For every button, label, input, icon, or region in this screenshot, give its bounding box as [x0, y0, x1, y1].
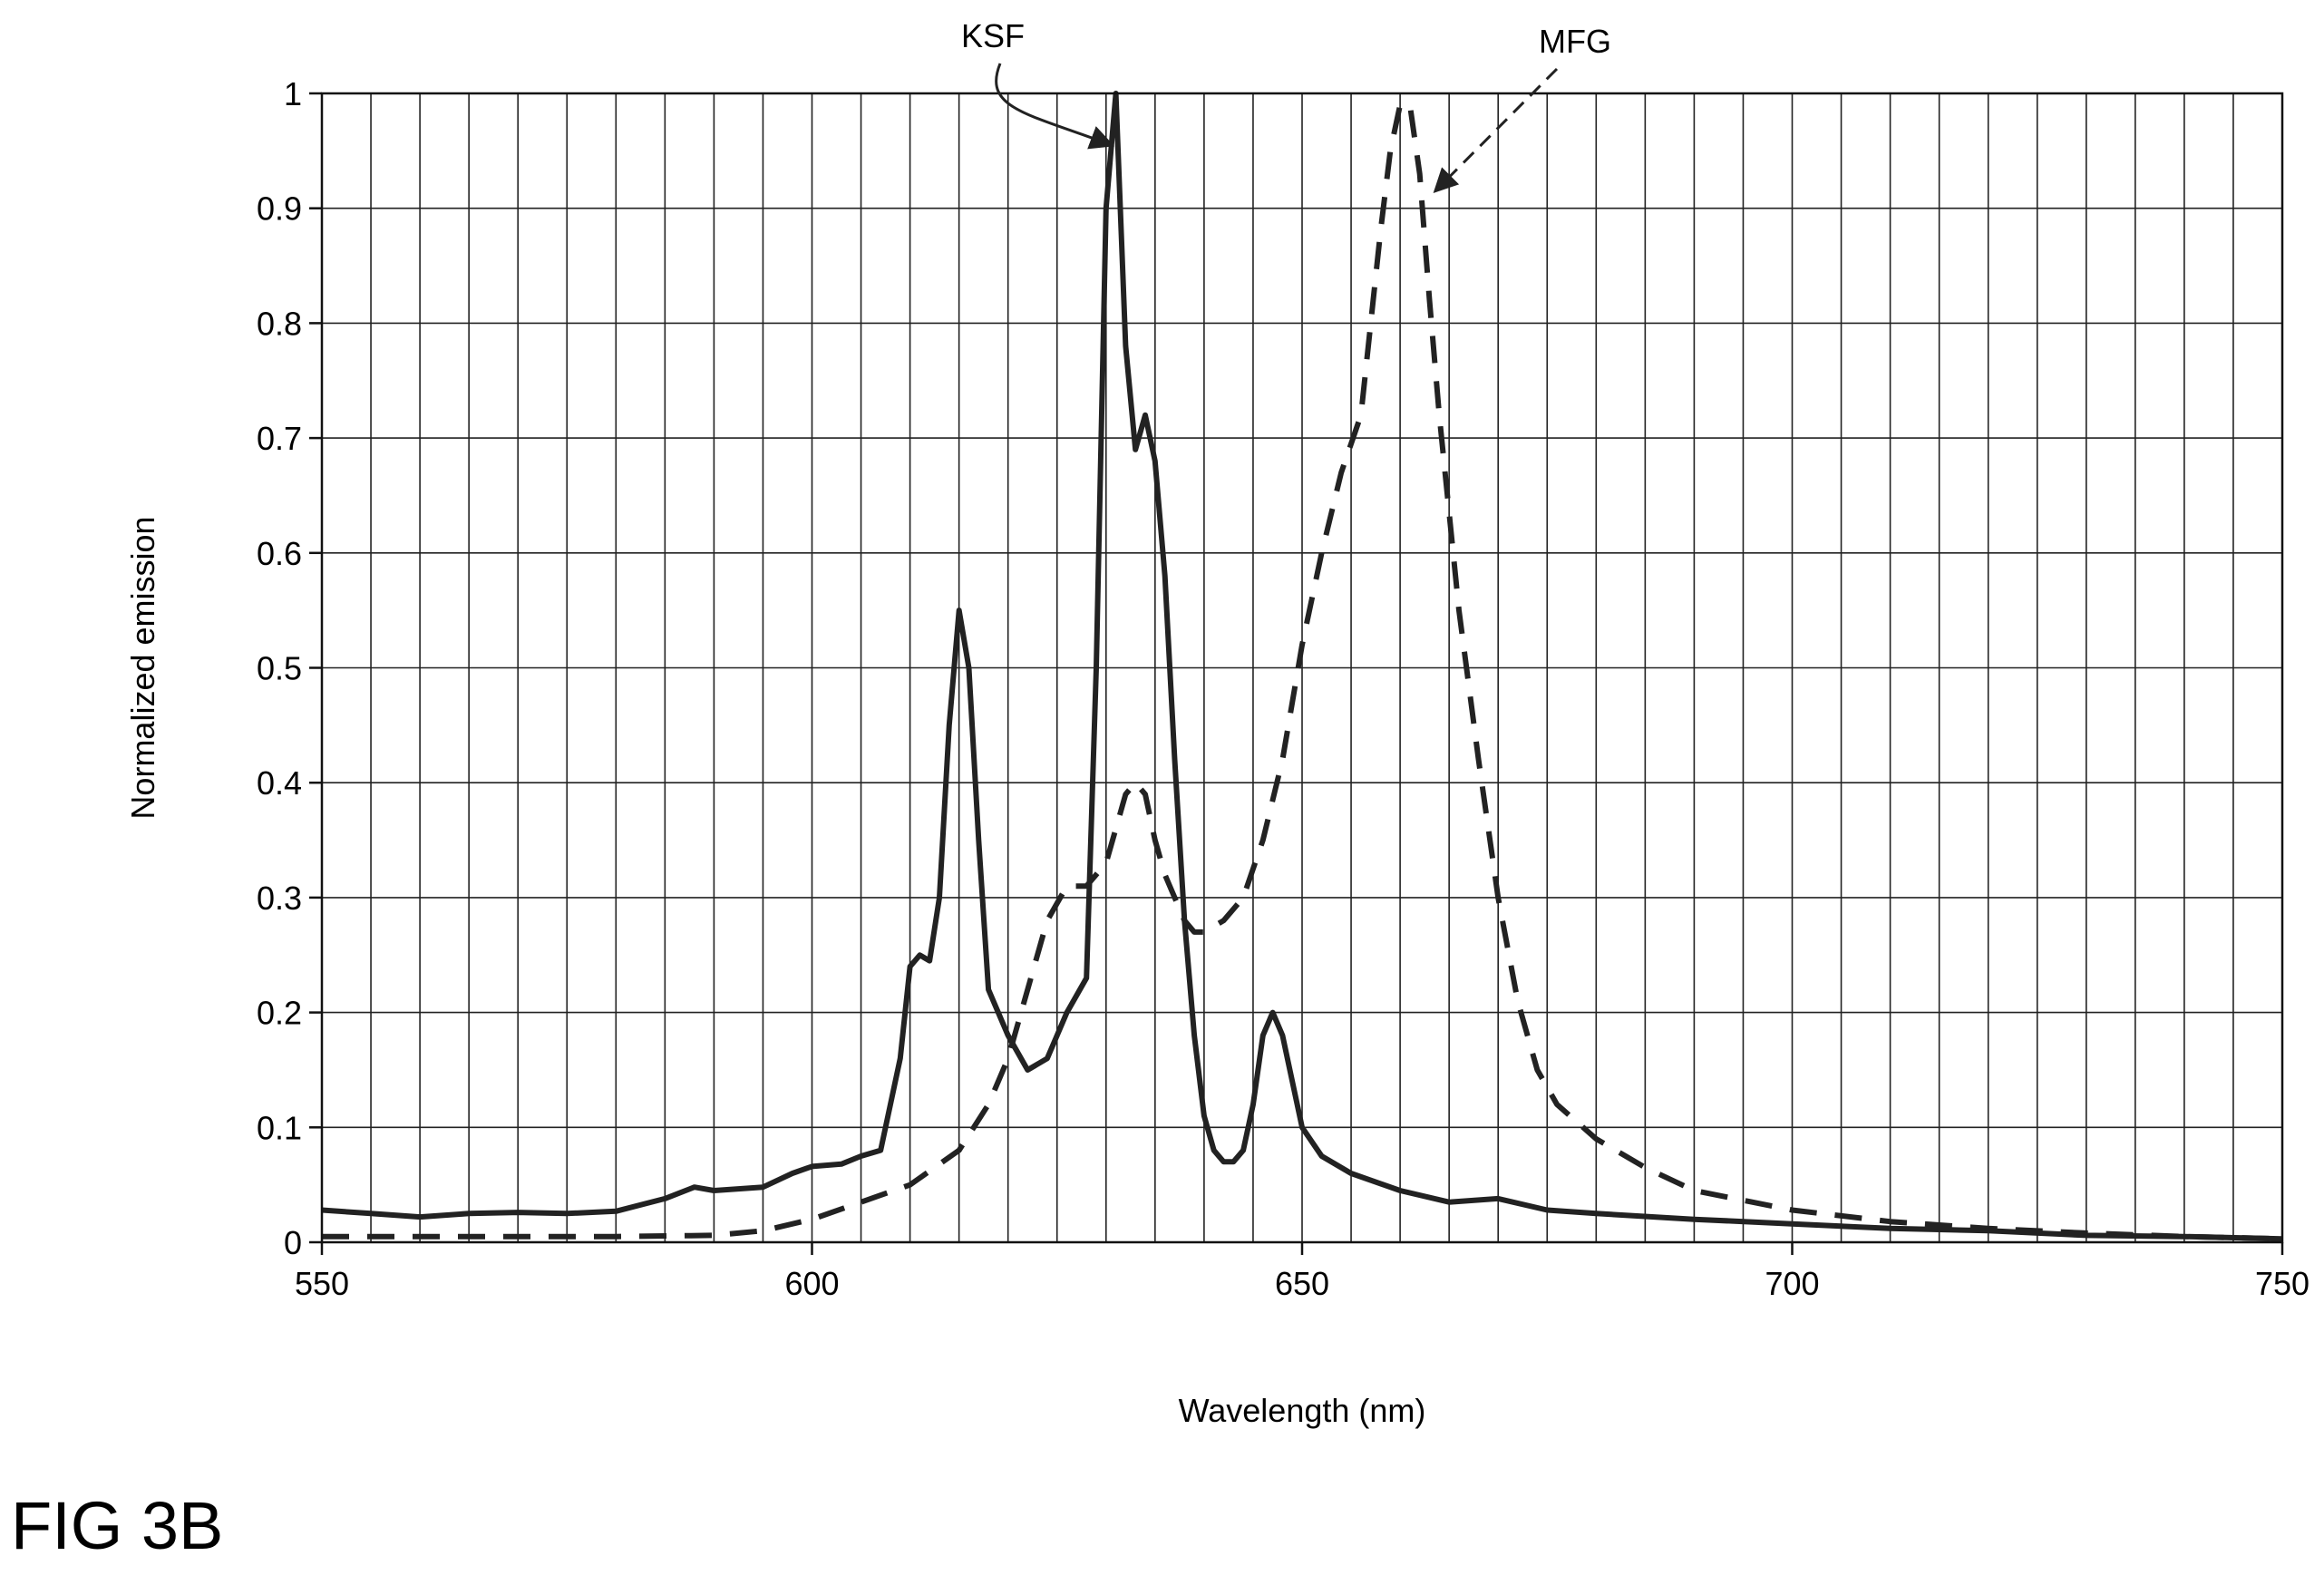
y-tick-label: 0.7	[257, 420, 302, 457]
series-line-mfg	[322, 102, 2283, 1242]
figure-caption: FIG 3B	[11, 1488, 224, 1563]
y-tick-label: 0.6	[257, 535, 302, 572]
chart-grid	[322, 93, 2282, 1242]
y-tick-label: 0	[284, 1224, 302, 1261]
y-tick-label: 1	[284, 75, 302, 112]
x-axis-title: Wavelength (nm)	[1179, 1392, 1426, 1429]
x-tick-label: 550	[295, 1265, 349, 1302]
series-label-ksf: KSF	[961, 17, 1025, 54]
y-axis-title: Normalized emission	[124, 516, 161, 819]
y-tick-label: 0.4	[257, 764, 302, 802]
y-tick-label: 0.8	[257, 305, 302, 342]
chart-axes: 0 0.1 0.2 0.3 0.4 0.5 0.6 0.7 0.8 0.9 1 550 600 650 70…	[257, 75, 2309, 1302]
y-tick-label: 0.5	[257, 650, 302, 687]
annotation-arrow-ksf	[995, 63, 1115, 150]
x-tick-label: 700	[1765, 1265, 1819, 1302]
chart-annotations: KSF MFG	[961, 17, 1611, 193]
x-tick-label: 650	[1275, 1265, 1329, 1302]
series-label-mfg: MFG	[1539, 23, 1611, 60]
x-tick-label: 750	[2255, 1265, 2309, 1302]
y-tick-label: 0.2	[257, 995, 302, 1032]
y-tick-label: 0.1	[257, 1109, 302, 1146]
y-tick-label: 0.3	[257, 880, 302, 917]
x-tick-label: 600	[784, 1265, 839, 1302]
annotation-arrow-mfg	[1433, 67, 1559, 193]
y-tick-label: 0.9	[257, 190, 302, 228]
